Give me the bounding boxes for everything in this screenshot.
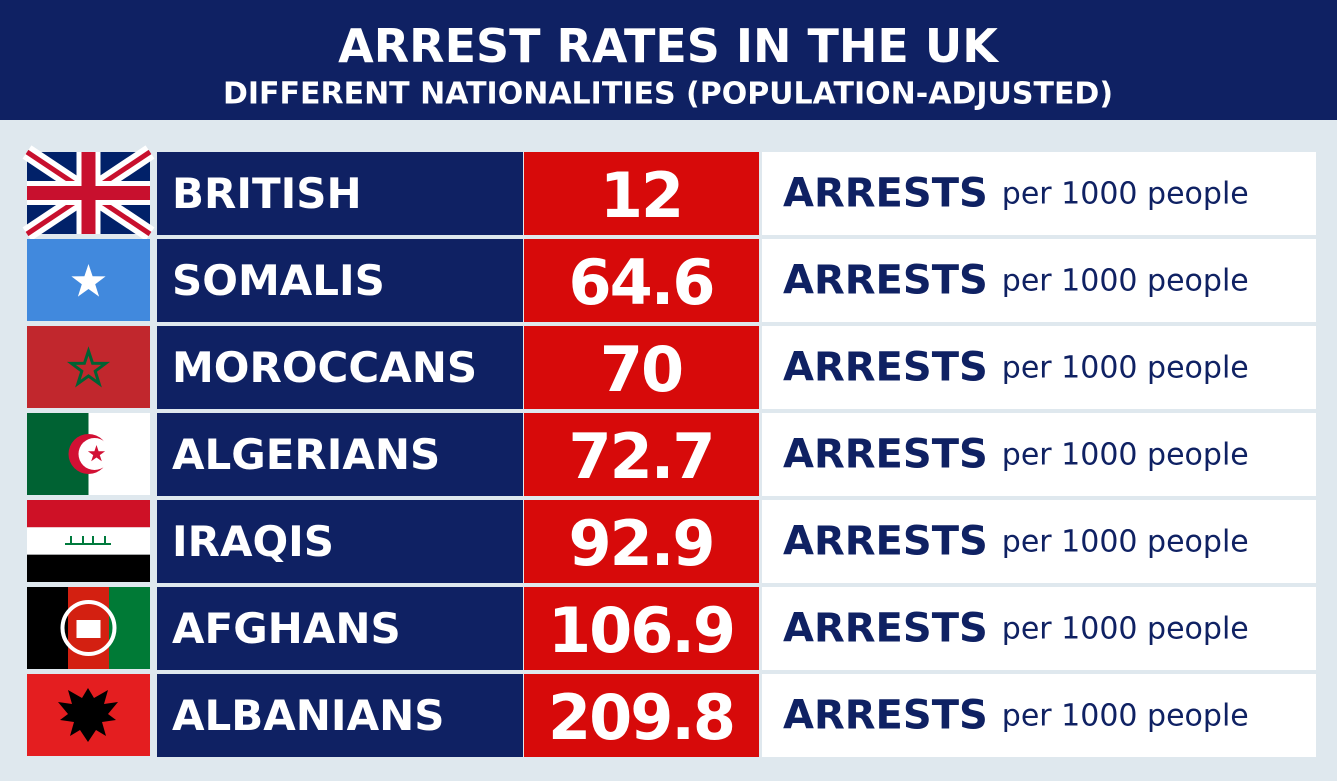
unit-cell — [762, 587, 1316, 670]
per-unit: per 1000 people — [1002, 437, 1249, 472]
rate: 64.6 — [569, 246, 714, 319]
unit-label: ARRESTS per 1000 people — [783, 171, 1249, 217]
rate: 12 — [600, 159, 682, 232]
rate-cell — [524, 587, 759, 670]
name-cell — [157, 413, 523, 496]
nationality: ALGERIANS — [172, 430, 440, 479]
name-cell — [157, 500, 523, 583]
unit-label: ARRESTS per 1000 people — [783, 345, 1249, 391]
unit-label: ARRESTS per 1000 people — [783, 519, 1249, 565]
rate: 92.9 — [569, 507, 714, 580]
unit-label: ARRESTS per 1000 people — [783, 693, 1249, 739]
name-cell — [157, 326, 523, 409]
name-cell — [157, 239, 523, 322]
flag — [27, 674, 150, 756]
per-unit: per 1000 people — [1002, 176, 1249, 211]
flag — [27, 239, 150, 321]
rate-cell — [524, 326, 759, 409]
unit-label: ARRESTS per 1000 people — [783, 606, 1249, 652]
unit-cell — [762, 239, 1316, 322]
title: ARREST RATES IN THE UK — [338, 19, 1000, 73]
unit-label: ARRESTS per 1000 people — [783, 432, 1249, 478]
subtitle: DIFFERENT NATIONALITIES (POPULATION-ADJU… — [223, 77, 1113, 112]
unit: ARRESTS — [783, 693, 988, 739]
rate-cell — [524, 674, 759, 757]
rate: 70 — [600, 333, 682, 406]
unit: ARRESTS — [783, 171, 988, 217]
unit-cell — [762, 413, 1316, 496]
flag-white — [27, 527, 150, 555]
rate: 209.8 — [548, 681, 734, 754]
per-unit: per 1000 people — [1002, 611, 1249, 646]
unit: ARRESTS — [783, 519, 988, 565]
unit: ARRESTS — [783, 258, 988, 304]
rate-cell — [524, 239, 759, 322]
per-unit: per 1000 people — [1002, 263, 1249, 298]
rate: 106.9 — [548, 594, 734, 667]
flag-eagle — [58, 688, 118, 742]
flag-emblem — [60, 600, 117, 656]
flag-black — [27, 554, 150, 582]
nationality: BRITISH — [172, 169, 362, 218]
flag-red — [27, 500, 150, 528]
flag-star — [71, 264, 106, 297]
flag-cross-red — [27, 152, 150, 234]
unit-cell — [762, 326, 1316, 409]
flag — [27, 500, 150, 582]
nationality: IRAQIS — [172, 517, 334, 566]
flag-star — [66, 346, 111, 388]
flag-script — [65, 536, 111, 545]
rate-cell — [524, 413, 759, 496]
nationality: ALBANIANS — [172, 691, 444, 740]
flag — [27, 413, 150, 495]
flag — [22, 145, 155, 241]
flag-star — [87, 445, 106, 462]
flag — [27, 326, 150, 408]
flag-emblem-mosque — [76, 620, 101, 638]
rate-cell — [524, 500, 759, 583]
header-bar — [0, 0, 1337, 120]
nationality: SOMALIS — [172, 256, 385, 305]
per-unit: per 1000 people — [1002, 350, 1249, 385]
rate-cell — [524, 152, 759, 235]
unit: ARRESTS — [783, 345, 988, 391]
name-cell — [157, 152, 523, 235]
flag — [27, 587, 150, 669]
name-cell — [157, 587, 523, 670]
per-unit: per 1000 people — [1002, 698, 1249, 733]
rate: 72.7 — [569, 420, 714, 493]
unit-cell — [762, 674, 1316, 757]
flag-bg — [27, 326, 150, 408]
unit: ARRESTS — [783, 606, 988, 652]
unit-label: ARRESTS per 1000 people — [783, 258, 1249, 304]
unit: ARRESTS — [783, 432, 988, 478]
name-cell — [157, 674, 523, 757]
unit-cell — [762, 500, 1316, 583]
unit-cell — [762, 152, 1316, 235]
nationality: AFGHANS — [172, 604, 401, 653]
nationality: MOROCCANS — [172, 343, 477, 392]
per-unit: per 1000 people — [1002, 524, 1249, 559]
